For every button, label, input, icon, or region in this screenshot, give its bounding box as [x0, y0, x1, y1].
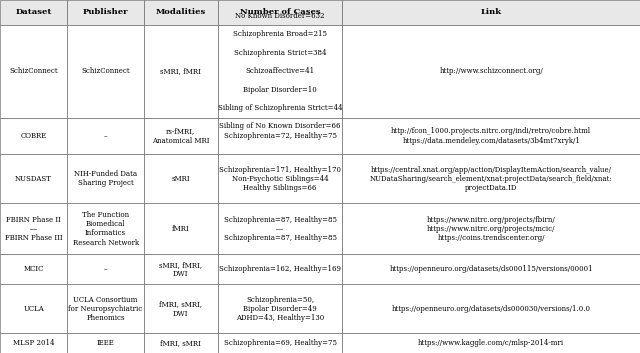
Text: rs-fMRI,
Anatomical MRI: rs-fMRI, Anatomical MRI [152, 127, 209, 145]
Bar [342, 255, 640, 285]
Text: Publisher: Publisher [83, 8, 129, 16]
Text: UCLA Consortium
for Neuropsychiatric
Phenomics: UCLA Consortium for Neuropsychiatric Phe… [68, 296, 143, 322]
Bar [144, 333, 218, 353]
Text: MLSP 2014: MLSP 2014 [13, 339, 54, 347]
Text: Number of Cases: Number of Cases [240, 8, 320, 16]
Bar [0, 118, 67, 154]
Text: SchizConnect: SchizConnect [81, 67, 130, 75]
Text: –: – [104, 132, 108, 140]
Bar [67, 285, 144, 333]
Text: IEEE: IEEE [97, 339, 115, 347]
Bar [144, 154, 218, 203]
Text: Schizophrenia=171, Healthy=170
Non-Psychotic Siblings=44
Healthy Siblings=66: Schizophrenia=171, Healthy=170 Non-Psych… [219, 166, 341, 192]
Text: NIH-Funded Data
Sharing Project: NIH-Funded Data Sharing Project [74, 170, 137, 187]
Bar [0, 154, 67, 203]
Bar [218, 255, 342, 285]
Bar [342, 0, 640, 25]
Text: fMRI, sMRI: fMRI, sMRI [161, 339, 201, 347]
Text: https://central.xnat.org/app/action/DisplayItemAction/search_value/
NUDataSharin: https://central.xnat.org/app/action/Disp… [370, 166, 612, 192]
Bar [67, 154, 144, 203]
Bar [67, 255, 144, 285]
Text: MCIC: MCIC [24, 265, 44, 274]
Bar [0, 333, 67, 353]
Bar [144, 203, 218, 255]
Text: Schizophrenia=72, Healthy=75: Schizophrenia=72, Healthy=75 [223, 132, 337, 140]
Text: Schizophrenia=162, Healthy=169: Schizophrenia=162, Healthy=169 [219, 265, 341, 274]
Text: Link: Link [481, 8, 502, 16]
Text: FBIRN Phase II
―
FBIRN Phase III: FBIRN Phase II ― FBIRN Phase III [4, 216, 63, 242]
Text: sMRI, fMRI,
DWI: sMRI, fMRI, DWI [159, 261, 202, 278]
Bar [67, 203, 144, 255]
Bar [144, 25, 218, 118]
Bar [342, 154, 640, 203]
Text: sMRI, fMRI: sMRI, fMRI [161, 67, 201, 75]
Text: http://fcon_1000.projects.nitrc.org/indi/retro/cobre.html
https://data.mendeley.: http://fcon_1000.projects.nitrc.org/indi… [391, 127, 591, 145]
Bar [0, 203, 67, 255]
Bar [144, 0, 218, 25]
Bar [67, 0, 144, 25]
Bar [218, 203, 342, 255]
Bar [342, 203, 640, 255]
Bar [0, 285, 67, 333]
Bar [342, 333, 640, 353]
Text: https://www.nitrc.org/projects/fbirn/
https://www.nitrc.org/projects/mcic/
https: https://www.nitrc.org/projects/fbirn/ ht… [427, 216, 556, 242]
Text: Modalities: Modalities [156, 8, 206, 16]
Text: UCLA: UCLA [23, 305, 44, 313]
Text: http://www.schizconnect.org/: http://www.schizconnect.org/ [439, 67, 543, 75]
Bar [342, 118, 640, 154]
Bar [67, 333, 144, 353]
Bar [218, 118, 342, 154]
Bar [218, 0, 342, 25]
Text: https://www.kaggle.com/c/mlsp-2014-mri: https://www.kaggle.com/c/mlsp-2014-mri [418, 339, 564, 347]
Bar [218, 333, 342, 353]
Text: https://openneuro.org/datasets/ds000030/versions/1.0.0: https://openneuro.org/datasets/ds000030/… [392, 305, 591, 313]
Text: fMRI: fMRI [172, 225, 189, 233]
Text: sMRI: sMRI [172, 175, 190, 183]
Bar [67, 118, 144, 154]
Bar [0, 25, 67, 118]
Text: Schizophrenia=69, Healthy=75: Schizophrenia=69, Healthy=75 [223, 339, 337, 347]
Bar [342, 285, 640, 333]
Text: –: – [104, 265, 108, 274]
Bar [144, 255, 218, 285]
Text: Dataset: Dataset [15, 8, 52, 16]
Text: SchizConnect: SchizConnect [10, 67, 58, 75]
Bar [144, 118, 218, 154]
Bar [218, 25, 342, 118]
Text: Schizophrenia=87, Healthy=85
―
Schizophrenia=87, Healthy=85: Schizophrenia=87, Healthy=85 ― Schizophr… [223, 216, 337, 242]
Text: https://openneuro.org/datasets/ds000115/versions/00001: https://openneuro.org/datasets/ds000115/… [389, 265, 593, 274]
Text: No Known Disorder=632

Schizophrenia Broad=215

Schizophrenia Strict=384

Schizo: No Known Disorder=632 Schizophrenia Broa… [218, 12, 342, 131]
Text: The Function
Biomedical
Informatics
Research Network: The Function Biomedical Informatics Rese… [72, 211, 139, 247]
Text: fMRI, sMRI,
DWI: fMRI, sMRI, DWI [159, 300, 202, 317]
Text: NUSDAST: NUSDAST [15, 175, 52, 183]
Bar [218, 154, 342, 203]
Bar [67, 25, 144, 118]
Bar [342, 25, 640, 118]
Bar [218, 285, 342, 333]
Bar [0, 255, 67, 285]
Text: COBRE: COBRE [20, 132, 47, 140]
Bar [0, 0, 67, 25]
Bar [144, 285, 218, 333]
Text: Schizophrenia=50,
Bipolar Disorder=49
ADHD=43, Healthy=130: Schizophrenia=50, Bipolar Disorder=49 AD… [236, 296, 324, 322]
